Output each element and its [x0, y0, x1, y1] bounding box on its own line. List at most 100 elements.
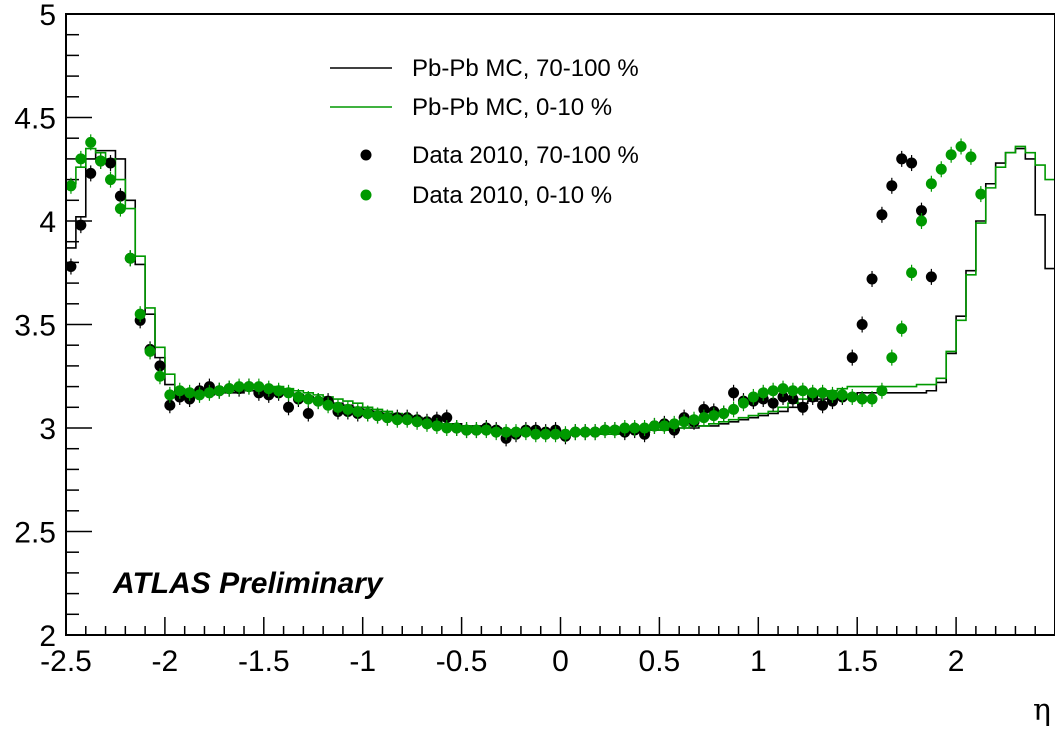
data-point [65, 261, 77, 273]
legend-marker-swatch [360, 149, 372, 161]
data-point [203, 387, 215, 399]
data-point [698, 412, 710, 424]
data-point [767, 397, 779, 409]
data-point [490, 426, 502, 438]
data-point [550, 428, 562, 440]
legend-entry: Pb-Pb MC, 0-10 % [330, 94, 612, 121]
x-tick-label: -1.5 [238, 645, 290, 678]
legend-label: Pb-Pb MC, 70-100 % [412, 55, 639, 82]
data-point [639, 422, 651, 434]
data-point [569, 426, 581, 438]
data-point [194, 389, 206, 401]
x-tick-labels: -2.5 -2 -1.5 -1 -0.5 0 0.5 1 1.5 2 [40, 645, 964, 678]
data-point [283, 401, 295, 413]
data-point [807, 387, 819, 399]
x-tick-label: -2 [152, 645, 179, 678]
data-point [233, 381, 245, 393]
legend-entry: Data 2010, 0-10 % [360, 182, 612, 209]
y-tick-labels: 2 2.5 3 3.5 4 4.5 5 [14, 0, 56, 653]
data-point [154, 370, 166, 382]
data-point [540, 428, 552, 440]
data-point [826, 389, 838, 401]
data-point [332, 401, 344, 413]
x-tick-label: -2.5 [40, 645, 92, 678]
y-tick-label: 3 [39, 413, 56, 446]
data-point [322, 399, 334, 411]
plot-frame [65, 13, 1055, 636]
data-point [787, 393, 799, 405]
data-point [817, 399, 829, 411]
data-point [876, 385, 888, 397]
x-tick-label: -0.5 [436, 645, 488, 678]
legend-entry: Data 2010, 70-100 % [360, 142, 639, 169]
data-point [510, 426, 522, 438]
data-point [292, 391, 304, 403]
data-point [253, 381, 265, 393]
data-point [965, 151, 977, 163]
data-point [263, 383, 275, 395]
data-point [530, 428, 542, 440]
data-point [243, 381, 255, 393]
data-point [362, 408, 374, 420]
data-point [184, 387, 196, 399]
data-point [856, 319, 868, 330]
data-point [925, 271, 937, 283]
data-point [896, 323, 908, 335]
data-point [935, 163, 947, 175]
data-point [579, 426, 591, 438]
data-point [461, 424, 473, 436]
data-point [708, 410, 720, 422]
data-point [401, 414, 413, 426]
data-point [559, 428, 571, 440]
data-point [718, 408, 730, 420]
data-point [95, 155, 107, 167]
data-point [886, 180, 898, 192]
data-point [906, 157, 918, 169]
data-point [164, 399, 176, 411]
x-tick-label: 1 [750, 645, 767, 678]
legend-label: Data 2010, 0-10 % [412, 182, 612, 209]
data-point [144, 345, 156, 357]
data-point [609, 424, 621, 436]
data-point [500, 426, 512, 438]
data-point [728, 387, 740, 399]
data-point [352, 405, 364, 417]
data-point [886, 352, 898, 364]
data-point [747, 391, 759, 403]
data-point [372, 410, 384, 422]
data-point [797, 385, 809, 397]
data-point [154, 360, 166, 372]
data-point [312, 395, 324, 407]
data-point [164, 389, 176, 401]
legend-label: Pb-Pb MC, 0-10 % [412, 94, 612, 121]
series-3 [65, 134, 987, 443]
legend-label: Data 2010, 70-100 % [412, 142, 639, 169]
data-point [728, 403, 740, 415]
data-point [688, 414, 700, 426]
data-point [589, 426, 601, 438]
data-point [737, 397, 749, 409]
data-point [866, 393, 878, 405]
data-point [134, 308, 146, 320]
data-point [273, 385, 285, 397]
data-point [470, 424, 482, 436]
data-point [698, 403, 710, 415]
data-point [925, 178, 937, 190]
data-point [302, 408, 314, 420]
y-tick-label: 2.5 [14, 517, 56, 550]
data-point [915, 205, 927, 217]
data-point [105, 157, 117, 169]
x-tick-label: -1 [349, 645, 376, 678]
data-point [906, 267, 918, 279]
data-point [114, 190, 126, 202]
y-tick-label: 5 [39, 0, 56, 32]
data-point [648, 420, 660, 432]
data-point [945, 149, 957, 161]
data-point [619, 422, 631, 434]
x-tick-label: 1.5 [836, 645, 878, 678]
data-point [441, 412, 453, 424]
data-point [668, 418, 680, 430]
data-point [658, 420, 670, 432]
x-tick-label: 0 [552, 645, 569, 678]
